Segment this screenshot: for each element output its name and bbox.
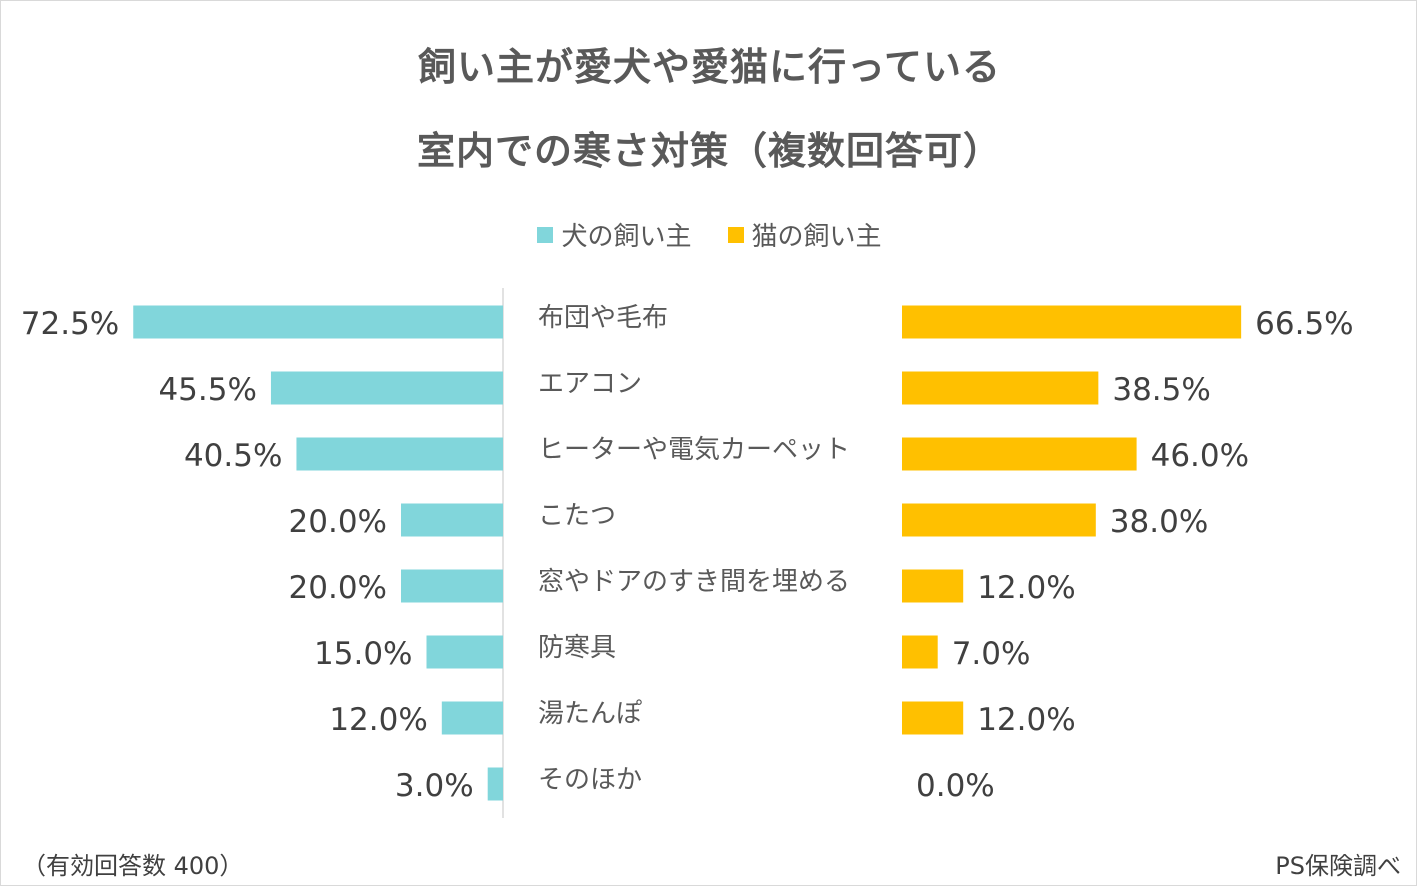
dog-bar-3: [401, 503, 503, 537]
dog-value-label-7: 3.0%: [395, 768, 474, 804]
cat-bar-3: [902, 503, 1096, 537]
dog-bar-6: [441, 701, 503, 735]
chart-title-line-1: 飼い主が愛犬や愛猫に行っている: [417, 45, 1002, 89]
legend-item-cat: 猫の飼い主: [727, 216, 882, 253]
cat-value-label-0: 66.5%: [1255, 306, 1353, 342]
cat-value-label-2: 46.0%: [1151, 438, 1249, 474]
cat-value-label-5: 7.0%: [952, 636, 1031, 672]
category-label-3: こたつ: [538, 501, 616, 531]
cat-bar-1: [902, 371, 1099, 405]
dog-value-label-6: 12.0%: [329, 702, 427, 738]
cat-value-label-6: 12.0%: [977, 702, 1075, 738]
category-label-4: 窓やドアのすき間を埋める: [538, 567, 850, 597]
dog-bar-4: [401, 569, 503, 603]
category-label-0: 布団や毛布: [538, 303, 668, 333]
category-label-1: エアコン: [538, 369, 642, 399]
legend-swatch-cat: [727, 226, 744, 243]
cat-bar-6: [902, 701, 964, 735]
dog-bar-7: [487, 767, 503, 801]
legend: 犬の飼い主 猫の飼い主: [0, 216, 1419, 253]
legend-item-dog: 犬の飼い主: [537, 216, 692, 253]
dog-value-label-3: 20.0%: [289, 504, 387, 540]
respondent-count-note: （有効回答数 400）: [22, 852, 244, 880]
dog-value-label-1: 45.5%: [158, 372, 256, 408]
source-credit: PS保険調べ: [1275, 852, 1401, 880]
dog-value-label-0: 72.5%: [21, 306, 119, 342]
dog-bar-2: [296, 437, 503, 471]
dog-value-label-5: 15.0%: [314, 636, 412, 672]
dog-value-label-2: 40.5%: [184, 438, 282, 474]
dog-bar-5: [426, 635, 503, 669]
cat-bar-2: [902, 437, 1137, 471]
cat-value-label-7: 0.0%: [916, 768, 995, 804]
category-label-6: 湯たんぽ: [538, 699, 642, 729]
cat-value-label-4: 12.0%: [977, 570, 1075, 606]
legend-label-cat: 猫の飼い主: [751, 222, 882, 252]
category-label-7: そのほか: [538, 765, 642, 795]
category-label-5: 防寒具: [538, 633, 616, 663]
cat-bar-4: [902, 569, 964, 603]
cat-bar-5: [902, 635, 938, 669]
dog-bar-0: [133, 305, 503, 339]
legend-label-dog: 犬の飼い主: [561, 222, 692, 252]
category-label-2: ヒーターや電気カーペット: [538, 435, 850, 465]
chart-title-line-2: 室内での寒さ対策（複数回答可）: [416, 129, 1002, 173]
cat-value-label-1: 38.5%: [1112, 372, 1210, 408]
dog-value-label-4: 20.0%: [289, 570, 387, 606]
dog-bar-1: [270, 371, 503, 405]
cat-bar-0: [902, 305, 1242, 339]
cat-value-label-3: 38.0%: [1110, 504, 1208, 540]
legend-swatch-dog: [537, 226, 554, 243]
